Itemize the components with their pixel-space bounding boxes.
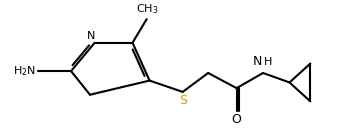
Text: N: N [87, 31, 95, 41]
Text: CH$_3$: CH$_3$ [137, 2, 159, 16]
Text: H: H [264, 57, 272, 67]
Text: O: O [232, 113, 241, 126]
Text: S: S [179, 94, 187, 107]
Text: N: N [253, 55, 262, 68]
Text: H$_2$N: H$_2$N [13, 64, 36, 78]
